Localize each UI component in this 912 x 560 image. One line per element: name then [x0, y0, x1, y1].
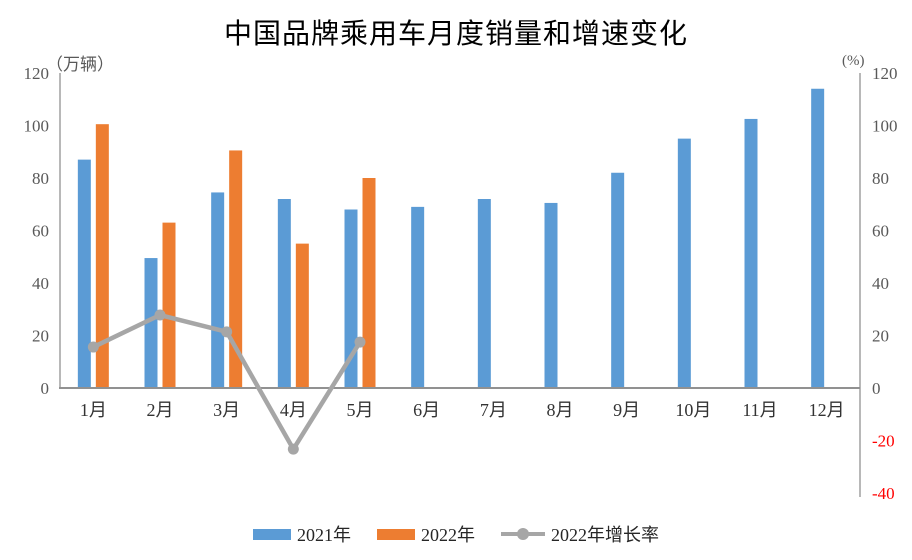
right-axis-tick--20: -20	[872, 432, 895, 451]
legend-item-2022: 2022年	[377, 521, 475, 547]
growth-point-2月	[154, 309, 166, 321]
legend-label-2021: 2021年	[297, 525, 351, 545]
bar-2022-3月	[229, 150, 243, 388]
right-axis-unit-label: (%)	[842, 53, 865, 69]
bar-2021-4月	[277, 199, 291, 388]
left-axis-tick-20: 20	[32, 327, 49, 346]
left-axis-tick-0: 0	[41, 379, 50, 398]
right-axis-tick-40: 40	[872, 274, 889, 293]
left-axis-tick-120: 120	[24, 64, 50, 83]
legend-label-growth-rate: 2022年增长率	[551, 525, 659, 545]
left-axis-tick-40: 40	[32, 274, 49, 293]
left-axis-tick-80: 80	[32, 169, 49, 188]
x-axis-label-2月: 2月	[147, 400, 174, 420]
bar-2021-8月	[544, 202, 558, 388]
x-axis-label-3月: 3月	[213, 400, 240, 420]
x-axis-label-6月: 6月	[413, 400, 440, 420]
right-axis-tick-100: 100	[872, 117, 898, 136]
bar-2021-7月	[477, 199, 491, 388]
bar-2022-4月	[295, 243, 309, 388]
bar-2021-9月	[611, 172, 625, 388]
growth-point-3月	[221, 326, 233, 338]
right-axis-tick-120: 120	[872, 64, 898, 83]
legend: 2021年 2022年 2022年增长率	[0, 521, 912, 547]
left-axis-tick-60: 60	[32, 222, 49, 241]
x-axis-label-4月: 4月	[280, 400, 307, 420]
right-axis-tick-0: 0	[872, 379, 881, 398]
growth-point-5月	[354, 336, 366, 348]
x-axis-label-12月: 12月	[809, 400, 845, 420]
legend-growth-dot-icon	[517, 528, 529, 540]
right-axis-tick-20: 20	[872, 327, 889, 346]
bar-2021-10月	[677, 138, 691, 388]
bar-2022-2月	[162, 222, 176, 388]
legend-swatch-2021	[253, 528, 291, 540]
x-axis-label-9月: 9月	[613, 400, 640, 420]
bar-2021-3月	[211, 192, 225, 388]
bar-2021-5月	[344, 209, 358, 388]
chart-title: 中国品牌乘用车月度销量和增速变化	[223, 19, 688, 50]
growth-point-1月	[87, 341, 99, 353]
bar-2022-1月	[95, 124, 109, 388]
legend-swatch-growth-line	[501, 528, 545, 540]
right-axis-tick--40: -40	[872, 484, 895, 503]
legend-item-2021: 2021年	[253, 521, 351, 547]
bar-2021-12月	[811, 88, 825, 388]
x-axis-label-1月: 1月	[80, 400, 107, 420]
growth-point-4月	[287, 443, 299, 455]
bar-2021-1月	[77, 159, 91, 388]
right-axis-tick-80: 80	[872, 169, 889, 188]
x-axis-label-7月: 7月	[480, 400, 507, 420]
x-axis-label-8月: 8月	[547, 400, 574, 420]
left-axis-tick-100: 100	[24, 117, 50, 136]
legend-item-growth-rate: 2022年增长率	[501, 521, 659, 547]
x-axis-label-5月: 5月	[347, 400, 374, 420]
legend-label-2022: 2022年	[421, 525, 475, 545]
right-axis-tick-60: 60	[872, 222, 889, 241]
left-axis-unit-label: （万辆）	[46, 55, 114, 74]
bar-2022-5月	[362, 178, 376, 388]
bar-2021-6月	[411, 206, 425, 388]
legend-swatch-2022	[377, 528, 415, 540]
bar-2021-2月	[144, 258, 158, 388]
bar-2021-11月	[744, 118, 758, 388]
x-axis-label-11月: 11月	[742, 400, 777, 420]
x-axis-label-10月: 10月	[675, 400, 711, 420]
